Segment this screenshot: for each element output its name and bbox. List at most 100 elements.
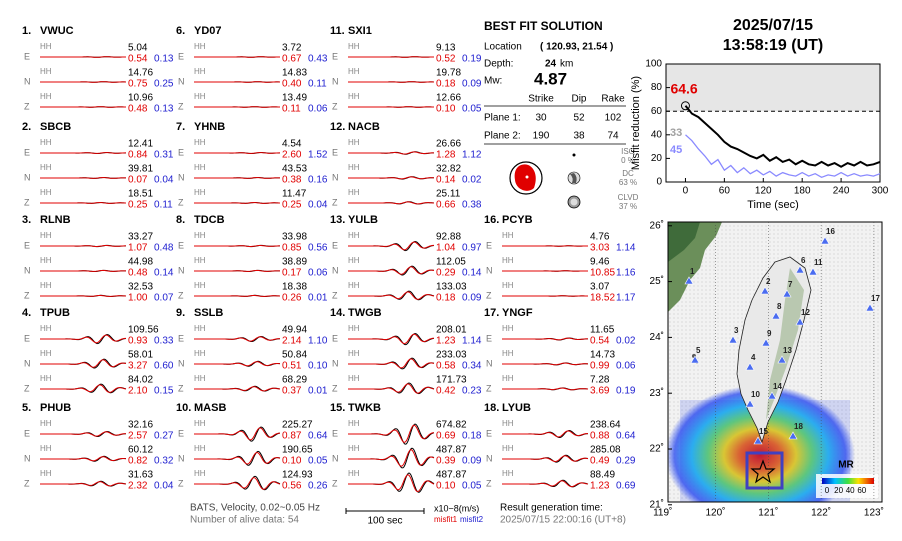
- station-label: 4: [751, 353, 756, 362]
- generated-label: Result generation time:: [500, 503, 603, 514]
- station-label: 13: [783, 346, 792, 355]
- station-number: 11.: [330, 25, 345, 37]
- station-label: 8: [777, 302, 782, 311]
- misfit1: 0.87: [282, 431, 302, 442]
- channel: HH: [40, 92, 52, 101]
- misfit2: 0.18: [462, 431, 482, 442]
- synthetic-trace: [348, 449, 435, 467]
- plot-shade: [666, 64, 880, 112]
- channel: HH: [348, 374, 360, 383]
- channel: HH: [194, 444, 206, 453]
- component: Z: [332, 197, 338, 207]
- amplitude: 14.73: [590, 350, 615, 361]
- channel: HH: [40, 374, 52, 383]
- mw-label: Mw:: [484, 76, 502, 87]
- synthetic-trace: [40, 334, 126, 344]
- misfit2: 0.09: [462, 79, 482, 90]
- amplitude: 32.53: [128, 282, 153, 293]
- amplitude: 233.03: [436, 350, 467, 361]
- misfit2: 0.14: [462, 268, 482, 279]
- lon-label: 121˚: [758, 507, 778, 519]
- synthetic-trace: [194, 245, 280, 247]
- component: Z: [24, 197, 30, 207]
- misfit1: 0.93: [128, 336, 148, 347]
- component: N: [486, 453, 493, 463]
- amplitude: 33.98: [282, 232, 307, 243]
- station-marker: [771, 311, 781, 320]
- misfit2: 0.02: [616, 336, 636, 347]
- amplitude: 12.41: [128, 139, 153, 150]
- misfit2: 1.16: [616, 268, 636, 279]
- channel: HH: [40, 349, 52, 358]
- amplitude: 7.28: [590, 375, 610, 386]
- component: E: [24, 147, 30, 157]
- component: N: [24, 172, 31, 182]
- amplitude: 11.47: [282, 189, 307, 200]
- station-code: YD07: [194, 25, 222, 37]
- station-marker: [795, 265, 805, 274]
- synthetic-trace: [40, 56, 126, 58]
- misfit2: 0.11: [154, 200, 173, 211]
- station-marker: [728, 335, 738, 344]
- amplitude: 4.76: [590, 232, 610, 243]
- beachball-axis: [525, 175, 529, 179]
- misfit1: 0.75: [128, 79, 148, 90]
- station-label: 16: [826, 227, 835, 236]
- lat-label: 22˚: [650, 443, 664, 455]
- component: E: [486, 333, 492, 343]
- amplitude: 112.05: [436, 257, 466, 268]
- location: ( 120.93, 21.54 ): [540, 42, 613, 53]
- amplitude: 44.98: [128, 257, 153, 268]
- synthetic-trace: [194, 56, 280, 58]
- station-label: 2: [766, 277, 771, 286]
- y-tick-label: 20: [651, 153, 663, 164]
- channel: HH: [348, 419, 360, 428]
- amplitude: 19.78: [436, 68, 461, 79]
- synthetic-trace: [502, 362, 588, 366]
- misfit1: 0.25: [282, 200, 302, 211]
- date: 2025/07/15: [733, 17, 813, 34]
- channel: HH: [194, 419, 206, 428]
- channel: HH: [194, 138, 206, 147]
- generated-time: 2025/07/15 22:00:16 (UT+8): [500, 515, 626, 526]
- component: N: [332, 265, 339, 275]
- component: N: [178, 358, 185, 368]
- amplitude: 4.54: [282, 139, 302, 150]
- depth-label: Depth:: [484, 59, 513, 70]
- misfit2: 0.64: [308, 431, 328, 442]
- station-label: 10: [751, 390, 760, 399]
- component: E: [332, 51, 338, 61]
- station-marker: [820, 236, 830, 245]
- lat-label: 25˚: [650, 275, 664, 287]
- misfit1: 3.69: [590, 386, 610, 397]
- misfit2: 0.19: [462, 54, 482, 65]
- misfit1: 2.32: [128, 481, 148, 492]
- misfit1: 0.40: [282, 79, 302, 90]
- synthetic-trace: [348, 383, 435, 394]
- station-marker: [745, 362, 755, 371]
- mw: 4.87: [534, 69, 567, 88]
- component: N: [178, 265, 185, 275]
- component: N: [24, 453, 31, 463]
- component: E: [332, 428, 338, 438]
- component: Z: [178, 197, 184, 207]
- misfit1: 0.39: [436, 456, 456, 467]
- misfit2: 0.56: [308, 243, 328, 254]
- misfit1: 0.82: [128, 456, 148, 467]
- channel: HH: [40, 42, 52, 51]
- component: N: [178, 453, 185, 463]
- synthetic-trace: [40, 456, 127, 462]
- misfit1: 1.23: [436, 336, 456, 347]
- misfit2: 0.06: [308, 104, 328, 115]
- component-name: ISO: [621, 147, 635, 156]
- amplitude: 487.87: [436, 445, 467, 456]
- component: Z: [486, 383, 492, 393]
- footer-alive: Number of alive data: 54: [190, 515, 299, 526]
- channel: HH: [194, 163, 206, 172]
- x-axis-label: Time (sec): [747, 199, 799, 211]
- amplitude: 18.38: [282, 282, 307, 293]
- component: N: [332, 358, 339, 368]
- synthetic-trace: [194, 269, 280, 272]
- component: N: [332, 172, 339, 182]
- channel: HH: [194, 374, 206, 383]
